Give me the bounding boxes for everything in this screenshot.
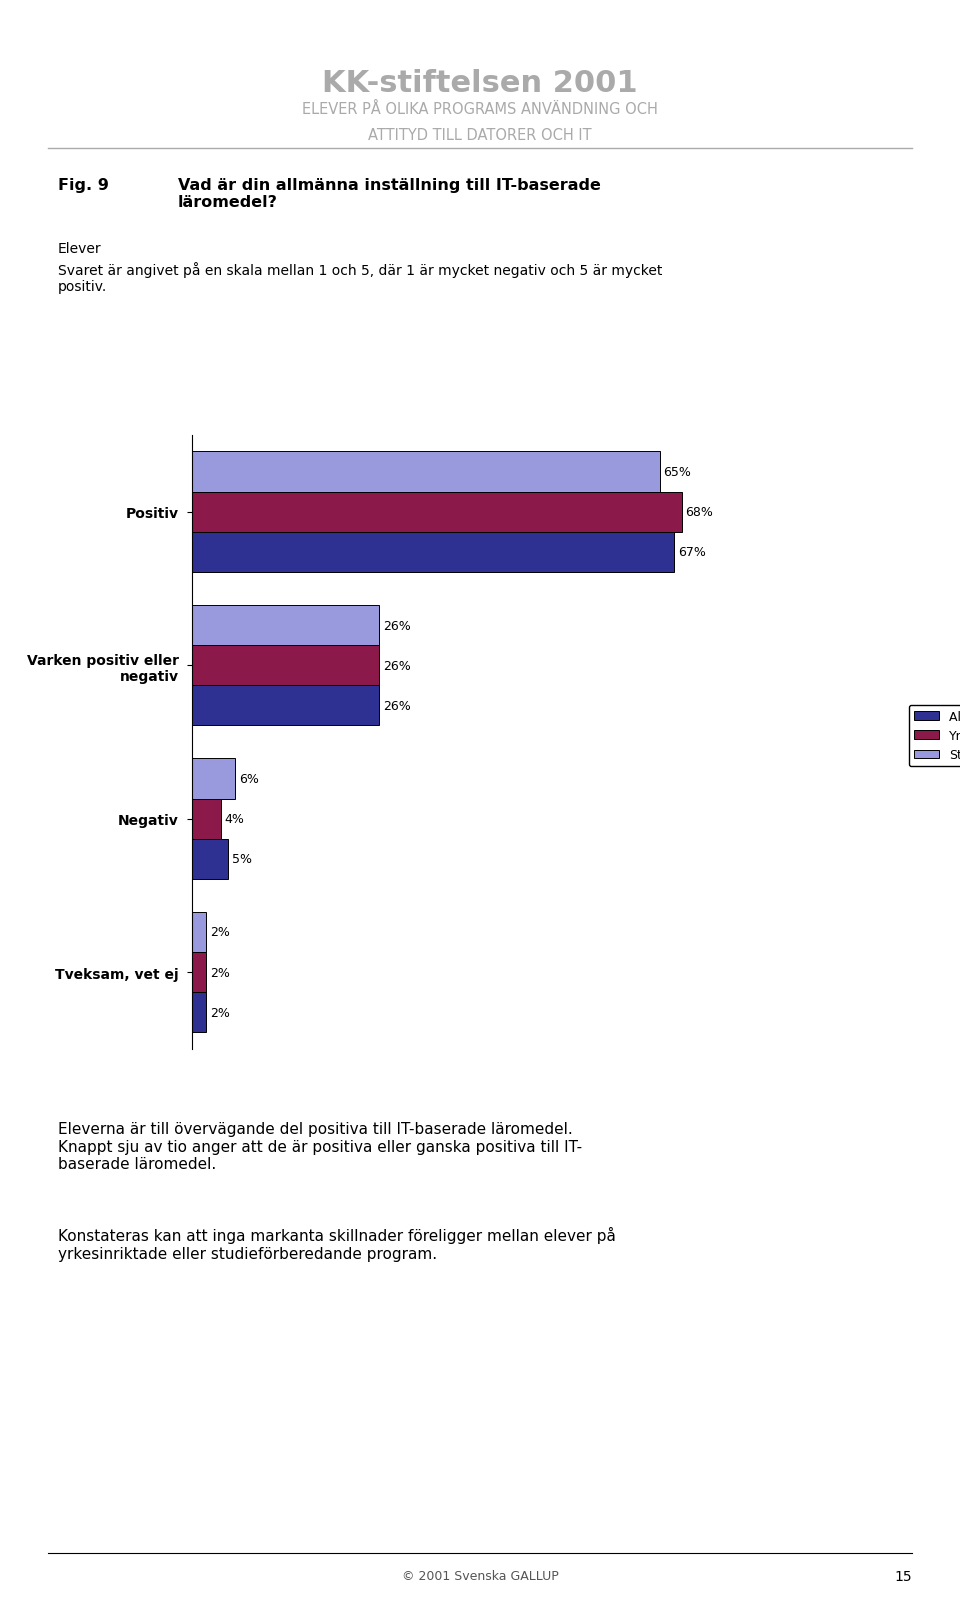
Text: 2%: 2% (210, 965, 229, 980)
Text: ATTITYD TILL DATORER OCH IT: ATTITYD TILL DATORER OCH IT (369, 128, 591, 142)
Text: Konstateras kan att inga markanta skillnader föreligger mellan elever på
yrkesin: Konstateras kan att inga markanta skilln… (58, 1227, 615, 1261)
Text: 26%: 26% (383, 659, 411, 673)
Text: 6%: 6% (239, 773, 258, 786)
Bar (192, 533, 675, 573)
Text: 4%: 4% (225, 812, 244, 826)
Bar (192, 912, 206, 952)
Text: ELEVER PÅ OLIKA PROGRAMS ANVÄNDNING OCH: ELEVER PÅ OLIKA PROGRAMS ANVÄNDNING OCH (302, 102, 658, 116)
Text: 15: 15 (895, 1569, 912, 1583)
Bar (192, 993, 206, 1033)
Text: 5%: 5% (231, 852, 252, 865)
Text: 2%: 2% (210, 926, 229, 939)
Text: Elever: Elever (58, 242, 101, 257)
Text: KK-stiftelsen 2001: KK-stiftelsen 2001 (323, 69, 637, 98)
Text: Svaret är angivet på en skala mellan 1 och 5, där 1 är mycket negativ och 5 är m: Svaret är angivet på en skala mellan 1 o… (58, 261, 662, 294)
Text: Fig. 9: Fig. 9 (58, 178, 108, 192)
Bar (192, 839, 228, 880)
Text: Eleverna är till övervägande del positiva till IT-baserade läromedel.
Knappt sju: Eleverna är till övervägande del positiv… (58, 1122, 582, 1172)
Text: 26%: 26% (383, 699, 411, 712)
Text: Vad är din allmänna inställning till IT-baserade
läromedel?: Vad är din allmänna inställning till IT-… (178, 178, 600, 210)
Bar (192, 605, 379, 646)
Bar (192, 452, 660, 492)
Text: © 2001 Svenska GALLUP: © 2001 Svenska GALLUP (401, 1569, 559, 1582)
Text: 67%: 67% (678, 546, 706, 558)
Bar (192, 492, 682, 533)
Bar (192, 646, 379, 686)
Legend: Alla elever, Yrkesinriktade, Studieförberedande: Alla elever, Yrkesinriktade, Studieförbe… (909, 705, 960, 767)
Text: 65%: 65% (663, 466, 691, 479)
Text: 68%: 68% (685, 505, 713, 520)
Bar (192, 952, 206, 993)
Text: 2%: 2% (210, 1006, 229, 1018)
Text: 26%: 26% (383, 620, 411, 633)
Bar (192, 759, 235, 799)
Bar (192, 799, 221, 839)
Bar (192, 686, 379, 726)
